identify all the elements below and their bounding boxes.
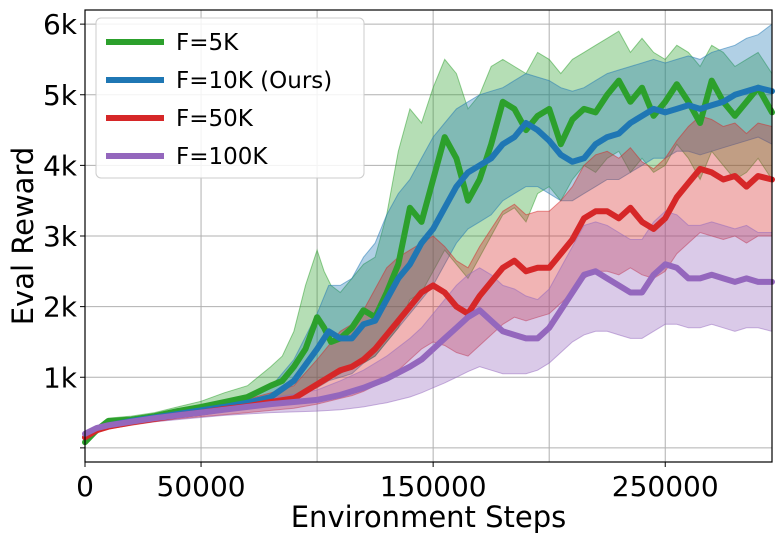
y-tick-label: 1k (43, 361, 78, 394)
y-tick-label: 2k (43, 291, 78, 324)
y-axis-title: Eval Reward (6, 147, 40, 326)
legend-label: F=5K (176, 30, 239, 56)
y-tick-label: 4k (43, 149, 78, 182)
tick-labels: 0 50000 150000 250000 1k 2k 3k 4k 5k 6k (43, 8, 719, 503)
x-tick-label: 150000 (380, 470, 487, 503)
line-F=10K (Ours) (82, 84, 775, 441)
y-tick-label: 5k (43, 79, 78, 112)
x-tick-label: 0 (76, 470, 94, 503)
series-lines (82, 77, 775, 446)
y-tick-label: 6k (43, 8, 78, 41)
legend-label: F=10K (Ours) (176, 68, 332, 94)
x-axis-title: Environment Steps (291, 500, 567, 534)
x-tick-label: 250000 (612, 470, 719, 503)
y-tick-label: 3k (43, 220, 78, 253)
legend-box (95, 17, 365, 179)
legend-label: F=50K (176, 106, 254, 132)
legend: F=5K F=10K (Ours) F=50K F=100K (95, 17, 365, 179)
legend-label: F=100K (176, 144, 268, 170)
line-F=100K (82, 261, 775, 437)
x-tick-label: 50000 (157, 470, 246, 503)
